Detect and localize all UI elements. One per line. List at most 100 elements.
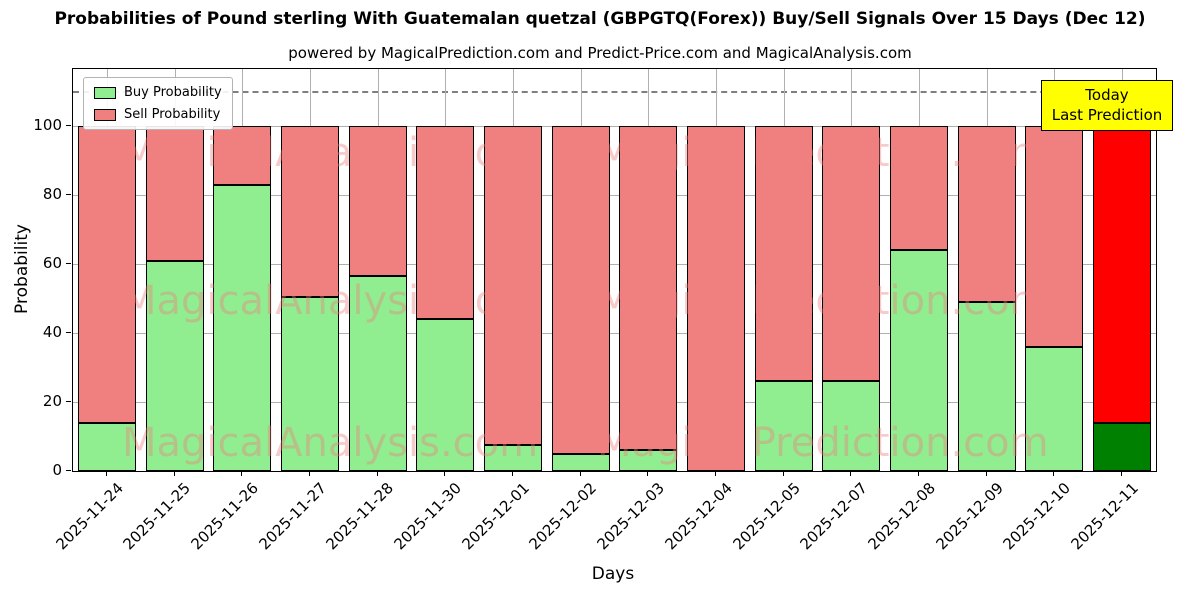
x-tick-mark [715, 471, 717, 476]
bar-segment-sell [416, 125, 475, 320]
y-tick-label: 60 [42, 253, 62, 272]
y-tick-mark [66, 331, 71, 333]
watermark-text: MagicalAnalysis.com [122, 420, 539, 466]
x-tick-mark [850, 471, 852, 476]
bar-segment-buy [77, 422, 136, 471]
gridline-horizontal [73, 401, 1156, 403]
y-tick-mark [66, 193, 71, 195]
watermark-text: MagicalAnalysis.com [122, 130, 539, 176]
watermark-text: Magica Prediction.com [597, 420, 1049, 466]
gridline-horizontal [73, 194, 1156, 196]
bar-segment-buy [551, 453, 610, 471]
bar-segment-buy [145, 260, 204, 471]
x-tick-mark [782, 471, 784, 476]
bar-segment-buy [890, 250, 949, 471]
x-axis-label: Days [591, 564, 635, 584]
y-tick-label: 0 [52, 461, 62, 479]
legend-swatch-buy-icon [94, 86, 116, 99]
x-tick-label: 2025-12-03 [593, 479, 669, 554]
watermark-text: Magica Prediction.com [597, 278, 1049, 324]
x-tick-mark [647, 471, 649, 476]
x-tick-mark [918, 471, 920, 476]
bar-segment-sell [280, 125, 339, 297]
bar-segment-sell [213, 125, 272, 185]
bar-segment-sell [1025, 125, 1084, 347]
x-tick-label: 2025-11-25 [119, 479, 195, 554]
gridline-horizontal [73, 263, 1156, 265]
watermark-text: Magica Prediction.com [597, 130, 1049, 176]
today-annotation: Today Last Prediction [1041, 80, 1173, 131]
x-tick-label: 2025-11-28 [322, 479, 398, 554]
bar-segment-sell [348, 125, 407, 277]
y-tick-label: 100 [33, 115, 62, 134]
x-tick-mark [241, 471, 243, 476]
bar-segment-sell [822, 125, 881, 382]
bar-segment-buy [1025, 346, 1084, 471]
chart-title: Probabilities of Pound sterling With Gua… [54, 9, 1146, 29]
bar-segment-buy [348, 276, 407, 471]
bar-segment-buy [483, 445, 542, 471]
bar-segment-buy [957, 301, 1016, 471]
legend-label-buy: Buy Probability [124, 85, 222, 100]
x-tick-mark [511, 471, 513, 476]
annotation-line-2: Last Prediction [1051, 106, 1163, 125]
legend-item-buy: Buy Probability [94, 85, 222, 100]
x-tick-mark [173, 471, 175, 476]
bar-segment-buy [213, 184, 272, 471]
y-tick-label: 80 [42, 184, 62, 203]
bar-segment-buy [416, 319, 475, 471]
x-tick-mark [1053, 471, 1055, 476]
bar-segment-buy [754, 381, 813, 471]
legend: Buy Probability Sell Probability [83, 77, 233, 130]
bar-segment-sell [483, 125, 542, 446]
y-tick-mark [66, 400, 71, 402]
x-tick-mark [376, 471, 378, 476]
annotation-line-1: Today [1085, 86, 1129, 104]
x-tick-label: 2025-12-07 [796, 479, 872, 554]
x-tick-label: 2025-12-02 [526, 479, 601, 554]
bar-segment-sell [890, 125, 949, 251]
y-tick-label: 20 [42, 391, 62, 410]
x-tick-label: 2025-12-11 [1067, 479, 1142, 554]
x-tick-mark [1121, 471, 1123, 476]
dashed-guide-line [73, 91, 1156, 94]
x-tick-label: 2025-12-05 [729, 479, 804, 554]
bar-segment-sell [687, 125, 746, 471]
gridline-horizontal [73, 332, 1156, 334]
chart-subtitle: powered by MagicalPrediction.com and Pre… [288, 44, 912, 62]
bar-segment-sell [619, 125, 678, 451]
bar-segment-buy [280, 296, 339, 471]
x-tick-mark [579, 471, 581, 476]
x-tick-label: 2025-12-01 [458, 479, 533, 554]
y-tick-label: 40 [42, 322, 62, 341]
bar-segment-buy [619, 450, 678, 471]
gridline-horizontal [73, 125, 1156, 127]
x-tick-label: 2025-11-30 [390, 479, 466, 554]
x-tick-mark [985, 471, 987, 476]
bar-segment-buy [1093, 422, 1152, 471]
x-tick-label: 2025-11-24 [52, 479, 127, 554]
y-tick-mark [66, 262, 71, 264]
plot-area: Buy Probability Sell Probability [72, 68, 1157, 472]
x-tick-mark [105, 471, 107, 476]
x-tick-label: 2025-12-08 [864, 479, 939, 554]
bar-segment-sell [754, 125, 813, 382]
x-tick-mark [308, 471, 310, 476]
bar-segment-buy [822, 381, 881, 471]
x-tick-label: 2025-12-04 [661, 479, 736, 554]
x-tick-label: 2025-12-09 [932, 479, 1007, 554]
y-tick-mark [66, 470, 71, 471]
legend-swatch-sell-icon [94, 108, 116, 121]
watermark-text: MagicalAnalysis.com [122, 278, 539, 324]
bar-segment-sell [1093, 125, 1152, 423]
bar-segment-sell [145, 125, 204, 261]
bar-segment-sell [957, 125, 1016, 302]
bar-segment-sell [551, 125, 610, 454]
x-tick-label: 2025-11-27 [255, 479, 330, 554]
x-tick-label: 2025-12-10 [999, 479, 1075, 554]
x-tick-label: 2025-11-26 [187, 479, 262, 554]
y-tick-mark [66, 124, 71, 126]
legend-item-sell: Sell Probability [94, 107, 222, 122]
legend-label-sell: Sell Probability [124, 107, 221, 122]
